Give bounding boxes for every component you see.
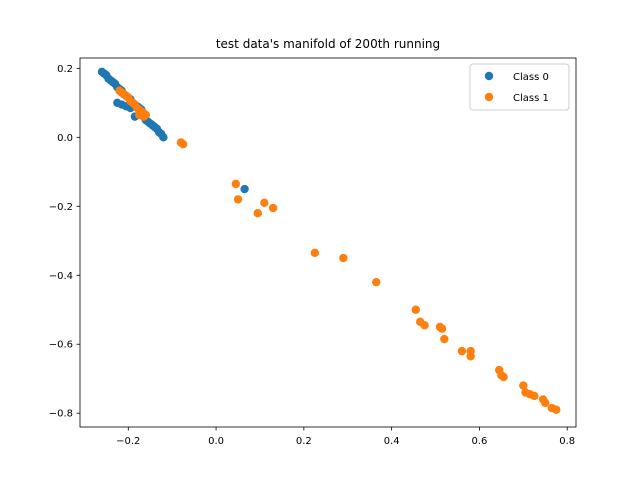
data-point-class-1 (411, 305, 420, 314)
x-axis: −0.2 0.0 0.2 0.4 0.6 0.8 (116, 427, 575, 447)
x-tick-label: 0.2 (296, 436, 312, 447)
legend-marker-class-0 (484, 71, 494, 81)
x-tick-label: 0.8 (559, 436, 575, 447)
data-point-class-1 (233, 195, 243, 204)
data-point-class-1 (499, 372, 508, 382)
x-tick-label: −0.2 (116, 436, 140, 447)
chart-title: test data's manifold of 200th running (216, 37, 440, 51)
legend-box (469, 63, 570, 111)
data-point-class-1 (440, 334, 449, 344)
y-tick-label: −0.8 (49, 409, 73, 420)
data-point-class-1 (260, 198, 269, 208)
data-point-class-1 (541, 398, 550, 408)
data-point-class-1 (420, 321, 429, 330)
legend-label-class-1: Class 1 (513, 93, 549, 104)
data-point-class-1 (139, 112, 148, 121)
data-point-class-1 (437, 324, 447, 333)
y-tick-label: −0.6 (49, 340, 73, 351)
y-axis: 0.2 0.0 −0.2 −0.4 −0.6 −0.8 (49, 64, 80, 420)
data-point-class-1 (339, 253, 348, 263)
legend: Class 0 Class 1 (469, 63, 570, 111)
plot-area (79, 57, 577, 428)
data-point-class-1 (552, 405, 561, 414)
data-point-class-1 (519, 381, 528, 390)
data-point-class-1 (178, 140, 188, 149)
data-point-class-1 (372, 277, 381, 287)
data-point-class-1 (457, 346, 467, 356)
y-tick-label: −0.4 (49, 271, 73, 282)
plot-frame (79, 57, 577, 428)
x-tick-label: 0.0 (208, 436, 224, 447)
y-tick-label: −0.2 (49, 202, 73, 213)
data-point-class-1 (231, 179, 241, 189)
data-point-class-1 (466, 352, 475, 361)
data-point-class-0 (159, 133, 168, 142)
data-point-class-1 (530, 391, 539, 401)
x-tick-label: 0.6 (471, 436, 487, 447)
data-point-class-1 (310, 248, 320, 258)
data-point-class-0 (240, 184, 249, 194)
data-point-class-1 (268, 203, 278, 213)
data-point-class-1 (253, 208, 262, 218)
y-tick-label: 0.0 (57, 133, 73, 144)
legend-label-class-0: Class 0 (513, 72, 549, 83)
x-tick-label: 0.4 (384, 436, 400, 447)
legend-marker-class-1 (484, 92, 494, 102)
y-tick-label: 0.2 (57, 64, 73, 75)
